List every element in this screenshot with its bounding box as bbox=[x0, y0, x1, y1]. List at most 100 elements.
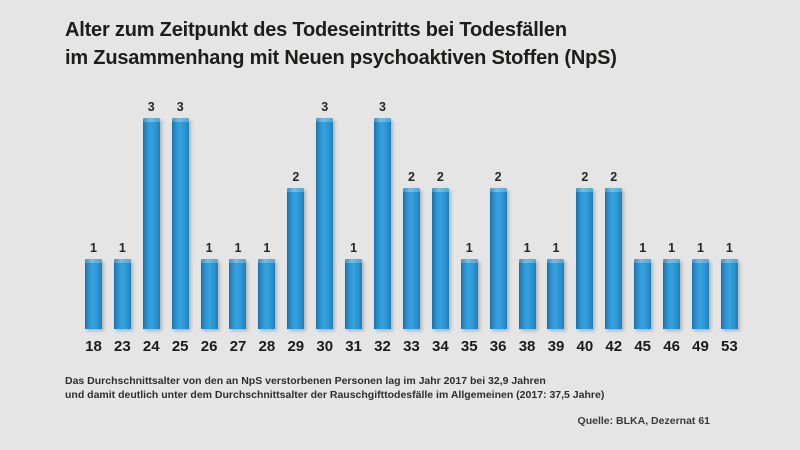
chart-title-line1: Alter zum Zeitpunkt des Todeseintritts b… bbox=[65, 19, 567, 41]
bar-column: 1 bbox=[628, 241, 657, 329]
bar-value-label: 1 bbox=[725, 240, 733, 255]
bar-column: 3 bbox=[166, 100, 195, 329]
bar-column: 1 bbox=[455, 241, 484, 329]
bar bbox=[460, 258, 478, 329]
x-axis-label: 49 bbox=[692, 338, 709, 355]
bar-column: 1 bbox=[195, 241, 224, 329]
bar-value-label: 1 bbox=[205, 240, 213, 255]
x-axis-label: 23 bbox=[114, 338, 131, 355]
x-axis-label: 42 bbox=[605, 338, 623, 355]
bar-value-label: 1 bbox=[350, 240, 358, 255]
bar-column: 3 bbox=[310, 100, 339, 329]
bar bbox=[402, 188, 420, 329]
bar bbox=[547, 258, 565, 329]
bar bbox=[200, 258, 218, 329]
bar bbox=[691, 258, 709, 329]
bar bbox=[720, 258, 738, 329]
bar-value-label: 1 bbox=[552, 240, 560, 255]
x-axis-label: 33 bbox=[403, 338, 420, 355]
bar-value-label: 1 bbox=[263, 240, 271, 255]
bar-column: 1 bbox=[252, 241, 281, 329]
bar bbox=[345, 258, 363, 329]
bar-value-label: 2 bbox=[436, 170, 444, 185]
x-axis-label: 29 bbox=[287, 338, 305, 355]
bar-column: 1 bbox=[513, 241, 542, 329]
bar-value-label: 1 bbox=[668, 240, 676, 255]
x-labels-row: 18 23 24 25 26 27 28 29 30 31 32 33 34 35 36 38 39 40 42 45… bbox=[79, 338, 744, 355]
bar bbox=[518, 258, 536, 329]
bar bbox=[634, 258, 652, 329]
bar-column: 3 bbox=[137, 100, 166, 329]
bar bbox=[287, 188, 305, 329]
bar-column: 2 bbox=[426, 170, 455, 329]
x-axis-label: 53 bbox=[721, 338, 738, 355]
bar-column: 2 bbox=[484, 170, 513, 329]
chart-title: Alter zum Zeitpunkt des Todeseintritts b… bbox=[65, 16, 617, 72]
bar-column: 1 bbox=[224, 241, 253, 329]
bar bbox=[171, 118, 189, 329]
bar bbox=[113, 258, 131, 329]
x-axis-label: 18 bbox=[85, 338, 102, 355]
bar-value-label: 2 bbox=[494, 170, 502, 185]
bar-value-label: 2 bbox=[407, 170, 415, 185]
x-axis-label: 25 bbox=[171, 338, 189, 355]
bar-value-label: 3 bbox=[379, 100, 386, 115]
bar-value-label: 1 bbox=[465, 240, 473, 255]
bar-value-label: 3 bbox=[176, 100, 184, 115]
x-axis-label: 27 bbox=[229, 338, 247, 355]
bars-row: 1 1 3 3 1 1 1 2 3 1 3 2 2 1 2 1 1 2 2 1 1 1 1 bbox=[79, 95, 744, 329]
bar-value-label: 2 bbox=[581, 170, 589, 185]
bar-value-label: 1 bbox=[234, 240, 242, 255]
x-axis-label: 32 bbox=[374, 338, 391, 355]
bar-value-label: 2 bbox=[610, 170, 618, 185]
bar-value-label: 1 bbox=[639, 240, 647, 255]
chart-title-line2: im Zusammenhang mit Neuen psychoaktiven … bbox=[65, 47, 617, 69]
bar bbox=[84, 258, 102, 329]
x-axis-label: 39 bbox=[547, 338, 565, 355]
bar bbox=[576, 188, 594, 329]
x-axis-label: 38 bbox=[518, 338, 536, 355]
footnote-line1: Das Durchschnittsalter von den an NpS ve… bbox=[65, 375, 546, 387]
bar bbox=[489, 188, 507, 329]
x-axis-label: 46 bbox=[663, 338, 680, 355]
bar-column: 2 bbox=[397, 170, 426, 329]
bar bbox=[605, 188, 623, 329]
x-axis-label: 28 bbox=[258, 338, 276, 355]
bar bbox=[258, 258, 276, 329]
bar bbox=[142, 118, 160, 329]
bar bbox=[374, 118, 392, 329]
bar bbox=[316, 118, 334, 329]
bar-value-label: 1 bbox=[697, 240, 704, 255]
bar bbox=[663, 258, 681, 329]
footnote-line2: und damit deutlich unter dem Durchschnit… bbox=[65, 388, 605, 401]
bar-column: 1 bbox=[339, 241, 368, 329]
x-axis-label: 24 bbox=[142, 338, 160, 355]
x-axis-label: 45 bbox=[634, 338, 652, 355]
bar-value-label: 1 bbox=[89, 240, 97, 255]
bar-value-label: 3 bbox=[147, 100, 155, 115]
bar-column: 1 bbox=[79, 241, 108, 329]
bar-value-label: 1 bbox=[523, 240, 531, 255]
footnote: Das Durchschnittsalter von den an NpS ve… bbox=[65, 375, 604, 402]
bar-column: 2 bbox=[281, 170, 310, 329]
bar-value-label: 3 bbox=[321, 100, 329, 115]
bar-column: 2 bbox=[570, 170, 599, 329]
x-axis-label: 30 bbox=[316, 338, 334, 355]
bar-value-label: 1 bbox=[118, 240, 126, 255]
bar-column: 1 bbox=[108, 241, 137, 329]
bar-column: 1 bbox=[542, 241, 571, 329]
bar-column: 1 bbox=[715, 241, 744, 329]
x-axis-label: 34 bbox=[431, 338, 449, 355]
x-axis-label: 36 bbox=[489, 338, 507, 355]
source-credit: Quelle: BLKA, Dezernat 61 bbox=[577, 415, 710, 427]
bar-column: 1 bbox=[657, 241, 686, 329]
bar bbox=[229, 258, 247, 329]
bar bbox=[431, 188, 449, 329]
bar-value-label: 2 bbox=[292, 170, 300, 185]
bar-column: 2 bbox=[599, 170, 628, 329]
bar-column: 1 bbox=[686, 241, 715, 329]
bar-column: 3 bbox=[368, 100, 397, 329]
x-axis-label: 35 bbox=[460, 338, 478, 355]
